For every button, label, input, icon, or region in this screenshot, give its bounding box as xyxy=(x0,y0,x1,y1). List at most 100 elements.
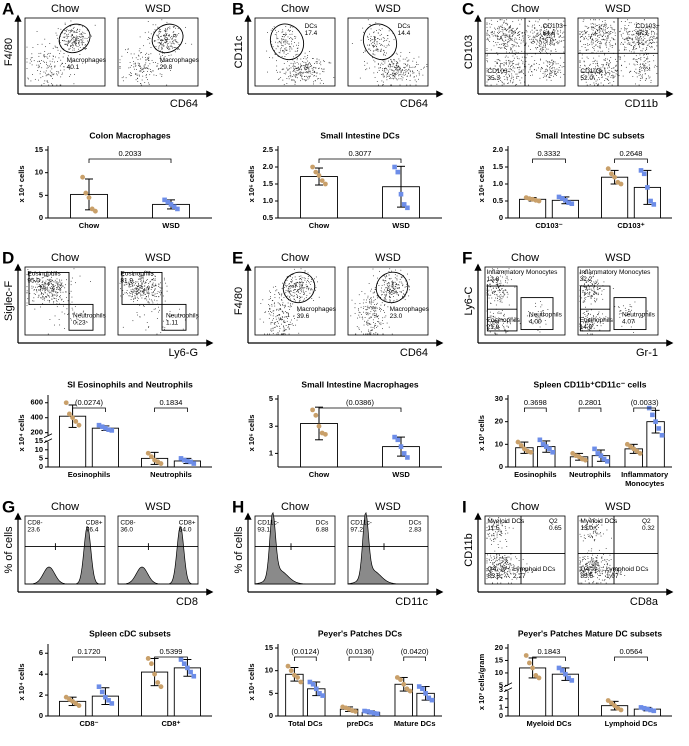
event-dot xyxy=(498,32,499,34)
event-dot xyxy=(641,50,643,52)
event-dot xyxy=(313,71,315,73)
event-dot xyxy=(267,333,268,335)
event-dot xyxy=(513,66,514,68)
event-dot xyxy=(606,37,608,39)
event-dot xyxy=(160,332,162,334)
event-dot xyxy=(610,62,611,64)
event-dot xyxy=(546,30,548,32)
event-dot xyxy=(503,291,504,293)
event-dot xyxy=(605,64,607,66)
event-dot xyxy=(149,74,151,76)
event-dot xyxy=(66,34,68,36)
event-dot xyxy=(548,31,550,33)
event-dot xyxy=(622,32,624,34)
event-dot xyxy=(36,290,37,291)
event-dot xyxy=(51,283,52,285)
event-dot xyxy=(58,299,59,301)
event-dot xyxy=(285,42,287,44)
event-dot xyxy=(277,56,279,57)
flow-plot-frame xyxy=(484,266,566,336)
event-dot xyxy=(623,55,625,57)
event-dot xyxy=(173,27,175,28)
event-dot xyxy=(167,28,168,30)
event-dot xyxy=(307,55,309,57)
event-dot xyxy=(373,50,375,52)
event-dot xyxy=(281,319,282,321)
event-dot xyxy=(150,280,151,282)
event-dot xyxy=(402,296,404,298)
event-dot xyxy=(492,292,493,294)
event-dot xyxy=(369,301,370,303)
event-dot xyxy=(143,275,145,277)
event-dot xyxy=(283,322,285,323)
event-dot xyxy=(642,64,644,65)
event-dot xyxy=(374,37,376,38)
event-dot xyxy=(613,67,615,69)
event-dot xyxy=(594,84,595,86)
event-dot xyxy=(498,270,499,272)
event-dot xyxy=(376,316,378,318)
event-dot xyxy=(525,57,527,59)
event-dot xyxy=(388,326,390,328)
event-dot xyxy=(552,37,554,39)
event-dot xyxy=(149,63,151,65)
event-dot xyxy=(53,300,55,302)
event-dot xyxy=(602,72,604,73)
event-dot xyxy=(536,35,538,37)
event-dot xyxy=(50,291,52,293)
event-dot xyxy=(304,67,305,69)
event-dot xyxy=(134,284,136,286)
event-dot xyxy=(634,70,635,72)
event-dot xyxy=(587,67,589,68)
event-dot xyxy=(508,268,510,270)
event-dot xyxy=(40,297,41,299)
event-dot xyxy=(147,70,148,72)
event-dot xyxy=(310,288,312,290)
event-dot xyxy=(294,42,295,43)
event-dot xyxy=(295,76,297,78)
event-dot xyxy=(497,20,498,22)
event-dot xyxy=(492,321,494,323)
event-dot xyxy=(163,30,165,32)
event-dot xyxy=(589,38,591,39)
event-dot xyxy=(288,315,290,317)
event-dot xyxy=(26,292,28,294)
event-dot xyxy=(614,29,616,30)
event-dot xyxy=(498,286,500,288)
event-dot xyxy=(54,61,55,63)
event-dot xyxy=(602,64,604,66)
event-dot xyxy=(302,72,304,74)
event-dot xyxy=(602,35,603,37)
event-dot xyxy=(507,39,509,41)
event-dot xyxy=(560,76,562,78)
event-dot xyxy=(40,284,42,286)
event-dot xyxy=(543,71,545,73)
event-dot xyxy=(581,32,583,33)
event-dot xyxy=(645,28,646,30)
event-dot xyxy=(624,61,626,63)
event-dot xyxy=(377,71,378,73)
event-dot xyxy=(535,35,537,37)
event-dot xyxy=(151,284,153,286)
event-dot xyxy=(361,290,363,292)
event-dot xyxy=(644,60,646,61)
event-dot xyxy=(541,34,543,36)
event-dot xyxy=(543,62,545,64)
event-dot xyxy=(545,35,547,37)
event-dot xyxy=(141,288,143,289)
event-dot xyxy=(539,31,541,33)
event-dot xyxy=(597,35,598,37)
event-dot xyxy=(545,40,547,42)
event-dot xyxy=(519,36,520,38)
event-dot xyxy=(83,36,84,38)
panel-letter: A xyxy=(2,0,14,18)
event-dot xyxy=(288,333,290,335)
event-dot xyxy=(629,42,631,44)
event-dot xyxy=(130,290,132,292)
gate-value: 14.4 xyxy=(398,30,411,37)
event-dot xyxy=(642,36,644,38)
event-dot xyxy=(632,39,633,41)
event-dot xyxy=(525,44,527,46)
event-dot xyxy=(279,294,280,295)
event-dot xyxy=(607,63,609,65)
